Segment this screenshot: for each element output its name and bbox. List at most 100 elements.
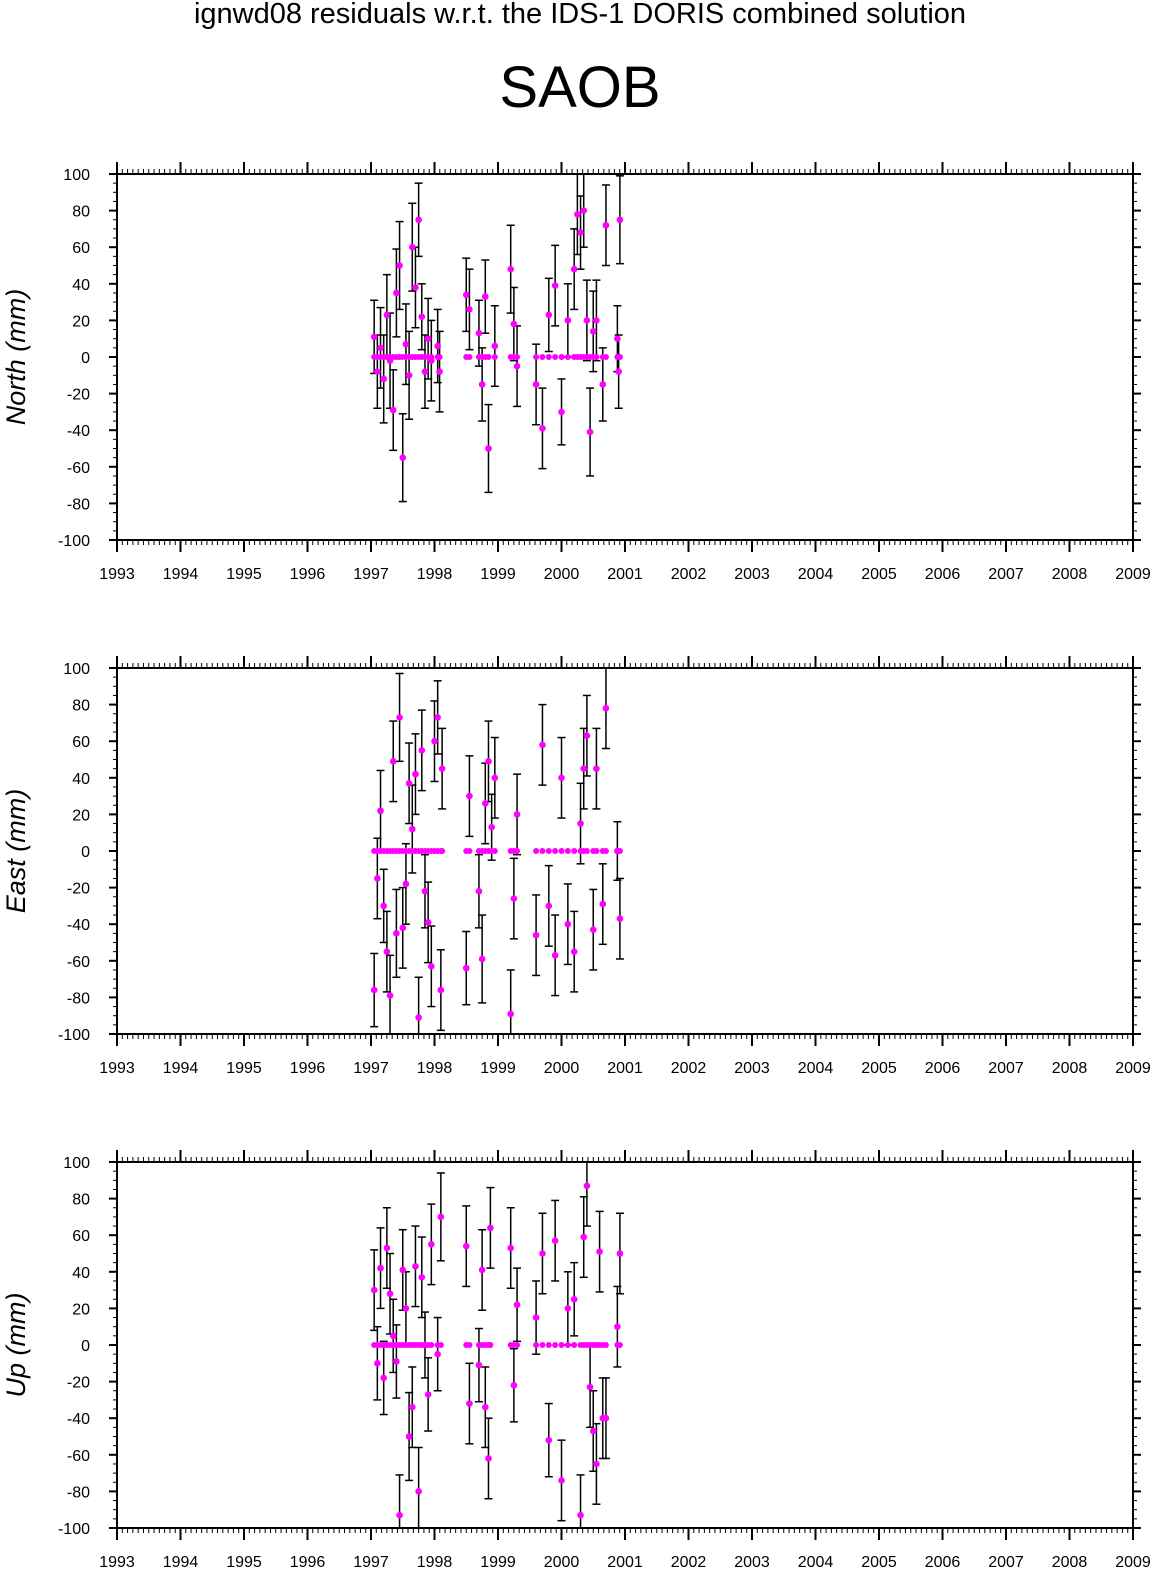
x-tick-label: 1993 xyxy=(99,1060,135,1077)
data-point xyxy=(488,823,495,831)
data-point xyxy=(421,1341,429,1349)
data-point xyxy=(405,372,413,379)
zero-marker xyxy=(564,848,571,854)
data-point xyxy=(513,811,521,818)
data-point xyxy=(399,1266,407,1274)
data-point xyxy=(580,207,588,214)
data-point xyxy=(399,454,407,461)
data-point xyxy=(475,1361,483,1369)
zero-marker xyxy=(558,354,565,360)
x-tick-label: 1999 xyxy=(480,1060,516,1077)
x-tick-label: 2006 xyxy=(925,1060,961,1077)
data-point xyxy=(478,955,486,963)
zero-marker xyxy=(466,354,473,360)
data-point xyxy=(475,887,483,895)
data-point xyxy=(539,425,546,432)
data-point xyxy=(602,221,610,229)
station-title: SAOB xyxy=(499,55,661,120)
data-point xyxy=(485,758,492,765)
y-tick-label: 60 xyxy=(72,240,90,257)
data-point xyxy=(393,289,400,297)
zero-marker xyxy=(602,848,609,854)
data-point xyxy=(437,1213,445,1221)
data-point xyxy=(551,952,559,959)
x-tick-label: 2009 xyxy=(1115,1554,1151,1571)
data-point xyxy=(386,992,394,999)
data-point xyxy=(545,1436,553,1444)
y-tick-label: 80 xyxy=(72,698,90,715)
data-point xyxy=(377,344,384,352)
data-point xyxy=(478,381,486,388)
data-point xyxy=(532,931,540,939)
data-point xyxy=(545,311,553,319)
x-tick-label: 1993 xyxy=(99,566,135,583)
data-point xyxy=(393,930,400,937)
x-tick-label: 2007 xyxy=(988,1554,1024,1571)
data-point xyxy=(370,333,378,341)
x-tick-label: 2008 xyxy=(1052,1554,1088,1571)
data-point xyxy=(374,875,381,882)
data-point xyxy=(389,758,397,765)
data-point xyxy=(408,825,416,833)
data-point xyxy=(374,1360,381,1367)
data-point xyxy=(412,284,419,291)
data-point xyxy=(434,1350,441,1358)
x-tick-label: 2005 xyxy=(861,1060,897,1077)
data-point xyxy=(418,313,426,321)
plot-frame xyxy=(116,173,1134,541)
y-tick-label: 60 xyxy=(72,734,90,751)
data-point xyxy=(421,368,429,375)
data-point xyxy=(510,1381,518,1389)
data-point xyxy=(462,1242,470,1250)
y-tick-label: 100 xyxy=(63,1155,90,1172)
data-point xyxy=(482,800,489,807)
data-point xyxy=(412,770,419,778)
zero-marker xyxy=(539,848,546,854)
data-point xyxy=(589,1427,597,1435)
data-point xyxy=(389,406,397,414)
y-tick-label: -100 xyxy=(58,1521,90,1538)
data-point xyxy=(383,1244,391,1252)
data-point xyxy=(424,335,432,343)
data-point xyxy=(574,210,581,218)
x-tick-label: 2005 xyxy=(861,566,897,583)
data-point xyxy=(532,1314,540,1321)
x-tick-label: 1995 xyxy=(226,1060,262,1077)
data-point xyxy=(564,317,572,324)
data-point xyxy=(462,291,470,299)
y-axis-label: East (mm) xyxy=(1,789,31,914)
data-point xyxy=(599,381,607,388)
y-tick-label: 20 xyxy=(72,807,90,824)
x-tick-label: 2009 xyxy=(1115,1060,1151,1077)
y-tick-label: -40 xyxy=(67,917,90,934)
data-point xyxy=(551,1237,559,1244)
data-point xyxy=(485,1455,492,1462)
data-point xyxy=(412,1263,419,1270)
data-point xyxy=(558,774,565,782)
data-point xyxy=(386,1290,394,1298)
data-point xyxy=(564,920,572,928)
data-point xyxy=(428,1241,435,1248)
zero-marker xyxy=(558,848,565,854)
data-point xyxy=(415,216,422,224)
zero-marker xyxy=(564,1342,571,1348)
x-tick-label: 2000 xyxy=(544,1554,580,1571)
data-point xyxy=(564,1305,572,1312)
y-axis-label: Up (mm) xyxy=(1,1293,31,1398)
x-tick-label: 1994 xyxy=(163,1554,199,1571)
zero-marker xyxy=(533,848,540,854)
zero-marker xyxy=(602,354,609,360)
data-layer xyxy=(370,174,624,503)
y-tick-label: -60 xyxy=(67,1448,90,1465)
data-point xyxy=(570,1295,578,1303)
zero-marker xyxy=(583,848,590,854)
x-tick-label: 1996 xyxy=(290,1554,326,1571)
y-tick-label: -100 xyxy=(58,533,90,550)
zero-marker xyxy=(436,354,443,360)
y-tick-label: 40 xyxy=(72,277,90,294)
data-point xyxy=(570,948,578,955)
data-point xyxy=(577,820,584,827)
data-point xyxy=(374,368,381,375)
y-tick-label: 80 xyxy=(72,204,90,221)
data-point xyxy=(593,765,600,772)
